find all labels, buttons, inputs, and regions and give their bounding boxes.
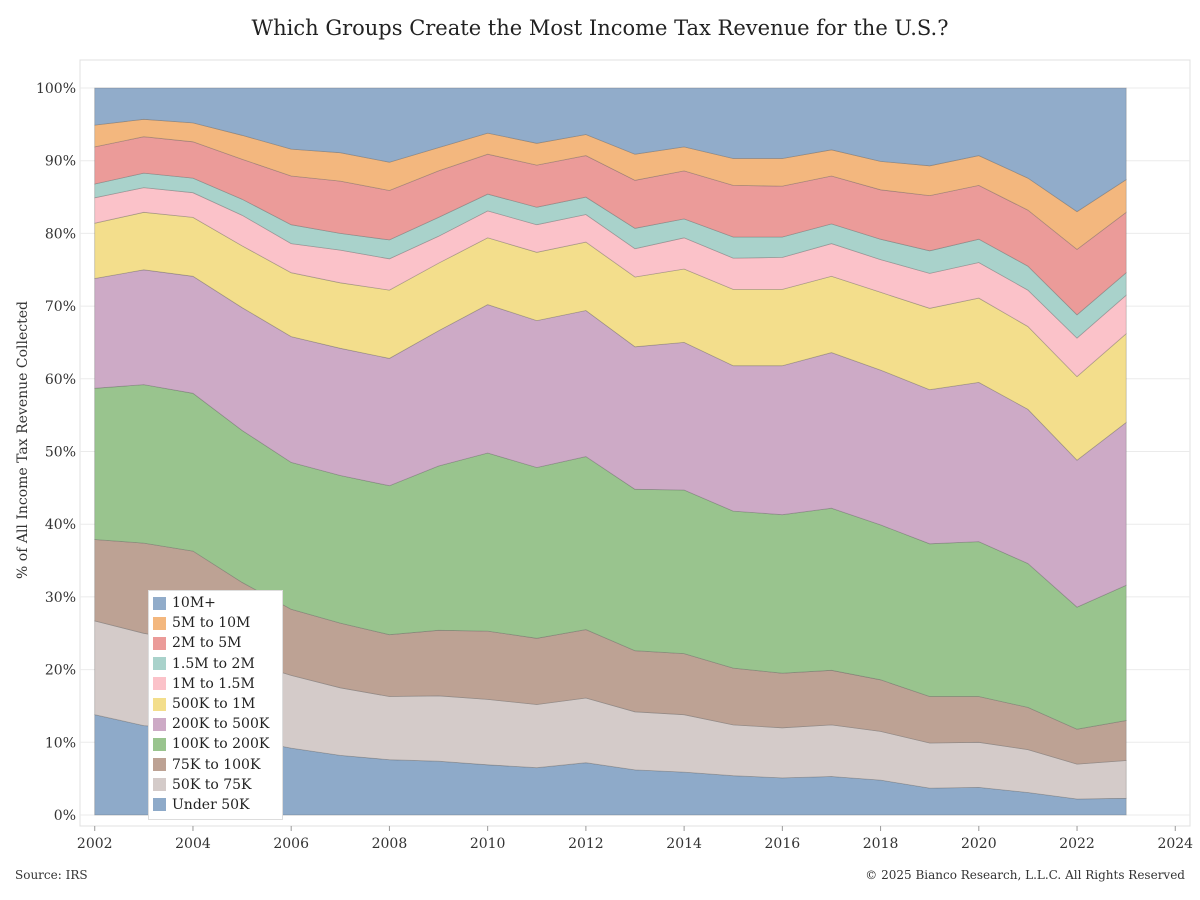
- legend-swatch: [153, 798, 166, 812]
- x-tick-label: 2002: [77, 836, 113, 852]
- y-tick-label: 60%: [45, 372, 76, 388]
- y-tick-label: 0%: [54, 808, 76, 824]
- legend-swatch: [153, 697, 166, 711]
- source-note: Source: IRS: [15, 868, 88, 882]
- legend-label: 1M to 1.5M: [172, 675, 255, 692]
- x-tick-label: 2004: [175, 836, 211, 852]
- legend-swatch: [153, 636, 166, 650]
- legend-item-10m-plus: 10M+: [153, 593, 282, 613]
- axes: 0% 10% 20% 30% 40% 50% 60% 70% 80% 90% 100% 2002 200…: [36, 81, 1193, 852]
- legend-label: 2M to 5M: [172, 635, 242, 652]
- y-tick-label: 40%: [45, 517, 76, 533]
- chart-title: Which Groups Create the Most Income Tax …: [251, 16, 949, 40]
- area-series-75k-to-100k: [94, 539, 1127, 765]
- legend-item-75k-to-100k: 75K to 100K: [153, 755, 282, 775]
- legend-swatch: [153, 616, 166, 630]
- legend-swatch: [153, 657, 166, 671]
- legend-item-under-50k: Under 50K: [153, 795, 282, 815]
- legend-item-500k-to-1m: 500K to 1M: [153, 694, 282, 714]
- legend-label: 50K to 75K: [172, 776, 252, 793]
- legend-label: 75K to 100K: [172, 756, 261, 773]
- area-series-layer: [94, 87, 1127, 816]
- y-tick-label: 10%: [45, 735, 76, 751]
- y-tick-label: 50%: [45, 445, 76, 461]
- plot-frame: [79, 59, 1191, 827]
- x-tick-label: 2024: [1157, 836, 1193, 852]
- y-axis-title: % of All Income Tax Revenue Collected: [15, 301, 31, 579]
- copyright-note: © 2025 Bianco Research, L.L.C. All Right…: [865, 868, 1185, 882]
- legend-item-100k-to-200k: 100K to 200K: [153, 734, 282, 754]
- legend-swatch: [153, 737, 166, 751]
- legend-label: 200K to 500K: [172, 716, 270, 733]
- x-tick-label: 2006: [273, 836, 309, 852]
- legend-label: 10M+: [172, 595, 216, 612]
- x-tick-label: 2016: [765, 836, 801, 852]
- y-tick-label: 100%: [36, 81, 76, 97]
- area-series-200k-to-500k: [94, 269, 1127, 608]
- x-tick-label: 2020: [961, 836, 997, 852]
- area-series-10m-plus: [94, 87, 1127, 213]
- legend-swatch: [153, 596, 166, 610]
- legend-item-200k-to-500k: 200K to 500K: [153, 714, 282, 734]
- x-tick-label: 2018: [863, 836, 899, 852]
- area-series-50k-to-75k: [94, 620, 1127, 800]
- legend-item-1-5m-to-2m: 1.5M to 2M: [153, 654, 282, 674]
- y-tick-label: 30%: [45, 590, 76, 606]
- legend-label: 1.5M to 2M: [172, 655, 255, 672]
- legend-swatch: [153, 717, 166, 731]
- legend-label: 5M to 10M: [172, 615, 251, 632]
- legend-item-5m-to-10m: 5M to 10M: [153, 613, 282, 633]
- y-tick-label: 80%: [45, 226, 76, 242]
- x-tick-label: 2014: [666, 836, 702, 852]
- legend-item-1m-to-1-5m: 1M to 1.5M: [153, 674, 282, 694]
- legend-swatch: [153, 758, 166, 772]
- y-tick-label: 90%: [45, 154, 76, 170]
- legend-label: 100K to 200K: [172, 736, 270, 753]
- legend-item-50k-to-75k: 50K to 75K: [153, 775, 282, 795]
- area-series-under-50k: [94, 714, 1127, 816]
- x-tick-label: 2010: [470, 836, 506, 852]
- x-tick-label: 2008: [372, 836, 408, 852]
- legend-swatch: [153, 677, 166, 691]
- legend-item-2m-to-5m: 2M to 5M: [153, 633, 282, 653]
- legend: 10M+ 5M to 10M 2M to 5M 1.5M to 2M 1M to 1.5…: [148, 590, 283, 821]
- y-tick-label: 20%: [45, 663, 76, 679]
- legend-label: 500K to 1M: [172, 696, 256, 713]
- legend-label: Under 50K: [172, 796, 250, 813]
- x-tick-label: 2022: [1059, 836, 1095, 852]
- x-tick-label: 2012: [568, 836, 604, 852]
- y-tick-label: 70%: [45, 299, 76, 315]
- legend-swatch: [153, 778, 166, 792]
